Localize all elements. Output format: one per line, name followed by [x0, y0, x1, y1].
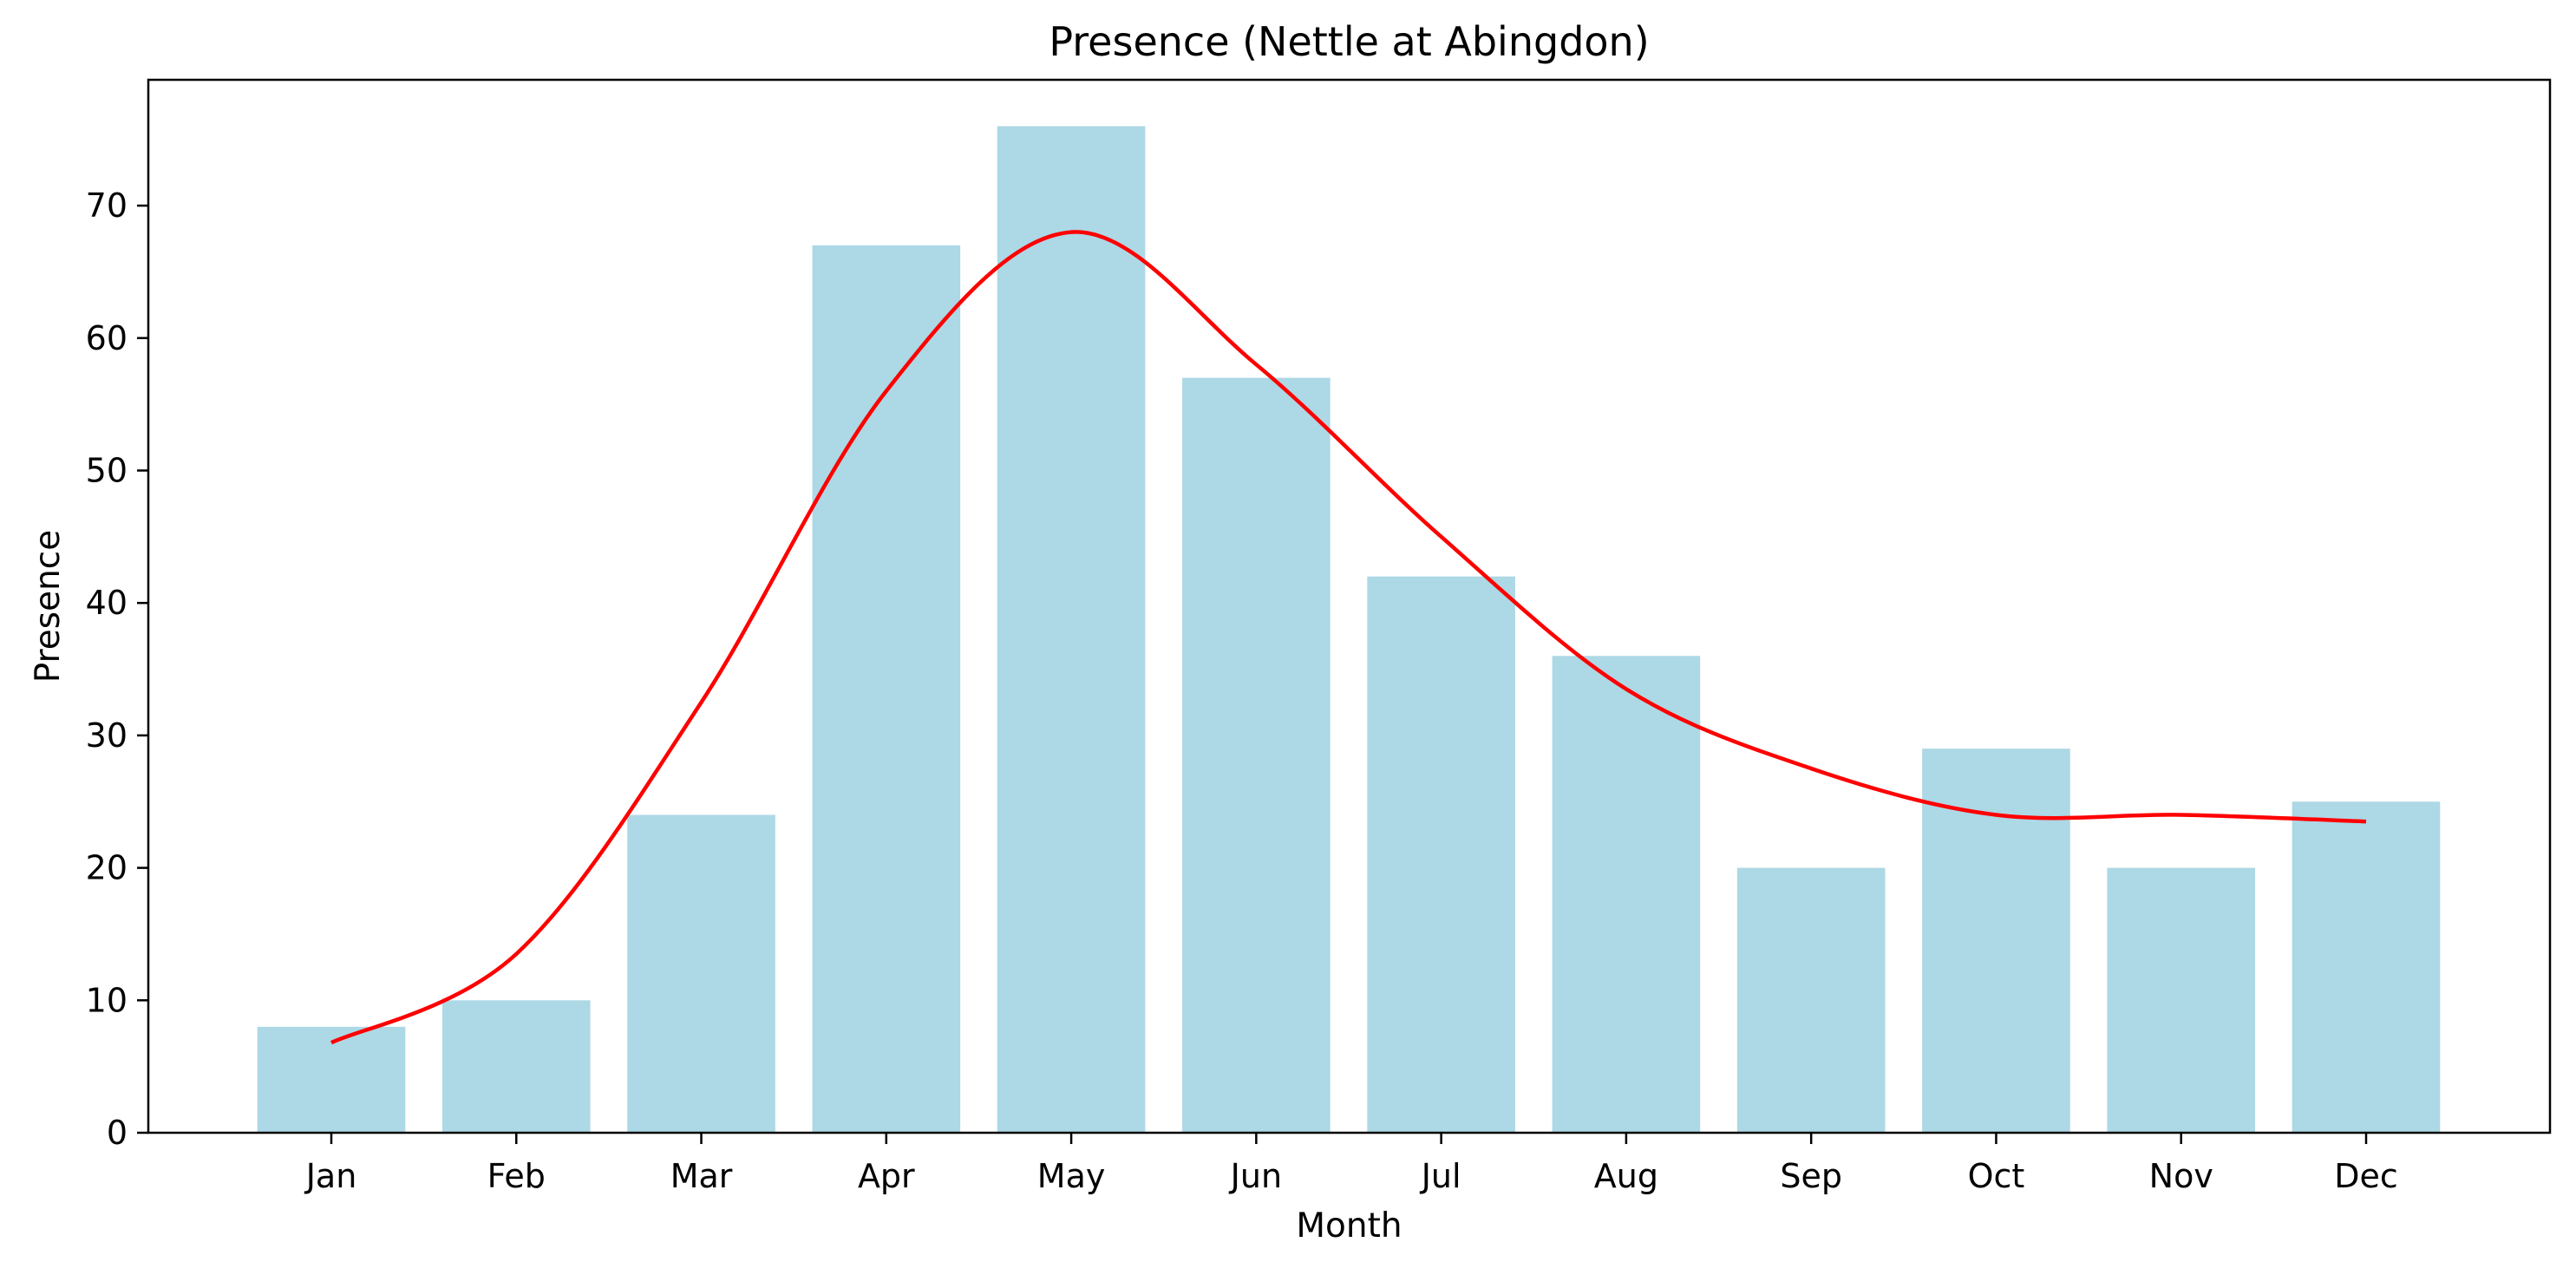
bar-jul [1367, 576, 1515, 1133]
y-axis-title: Presence [29, 530, 68, 683]
bar-jun [1182, 377, 1330, 1133]
x-tick-label-nov: Nov [2149, 1157, 2213, 1195]
x-axis-title: Month [1296, 1206, 1402, 1246]
y-tick-label: 50 [86, 451, 127, 489]
y-tick-label: 30 [86, 716, 127, 755]
y-axis-ticks: 0 10 20 30 40 50 60 70 [86, 186, 148, 1152]
y-tick-label: 40 [86, 584, 127, 622]
bar-dec [2292, 801, 2441, 1133]
x-tick-label-jan: Jan [304, 1157, 357, 1195]
x-tick-label-apr: Apr [858, 1157, 915, 1195]
trend-line [330, 230, 2367, 1045]
bar-apr [812, 245, 961, 1133]
x-tick-label-jul: Jul [1420, 1157, 1461, 1195]
x-tick-label-feb: Feb [487, 1157, 546, 1195]
x-tick-label-jun: Jun [1229, 1157, 1282, 1195]
x-tick-label-oct: Oct [1968, 1157, 2025, 1195]
bar-jan [257, 1026, 406, 1133]
bar-sep [1736, 867, 1886, 1133]
bar-nov [2107, 867, 2256, 1133]
bar-feb [441, 1000, 591, 1133]
x-tick-label-sep: Sep [1780, 1157, 1842, 1195]
bar-may [997, 126, 1146, 1133]
chart-title: Presence (Nettle at Abingdon) [1049, 18, 1649, 65]
x-tick-label-may: May [1037, 1157, 1106, 1195]
plot-frame [147, 78, 2552, 1134]
y-tick-label: 20 [86, 849, 127, 887]
x-tick-label-mar: Mar [670, 1157, 733, 1195]
bars-layer [257, 126, 2441, 1133]
y-tick-label: 70 [86, 186, 127, 225]
trend-line-layer [330, 230, 2367, 1045]
x-tick-label-dec: Dec [2334, 1157, 2398, 1195]
bar-oct [1922, 749, 2070, 1133]
bar-aug [1552, 656, 1701, 1133]
y-tick-label: 10 [86, 981, 127, 1019]
bar-mar [627, 814, 775, 1133]
y-tick-label: 0 [107, 1114, 127, 1152]
x-tick-label-aug: Aug [1594, 1157, 1658, 1195]
x-axis-ticks: Jan Feb Mar Apr May Jun Jul Aug Sep Oct Nov Dec [304, 1133, 2398, 1195]
y-tick-label: 60 [86, 319, 127, 357]
